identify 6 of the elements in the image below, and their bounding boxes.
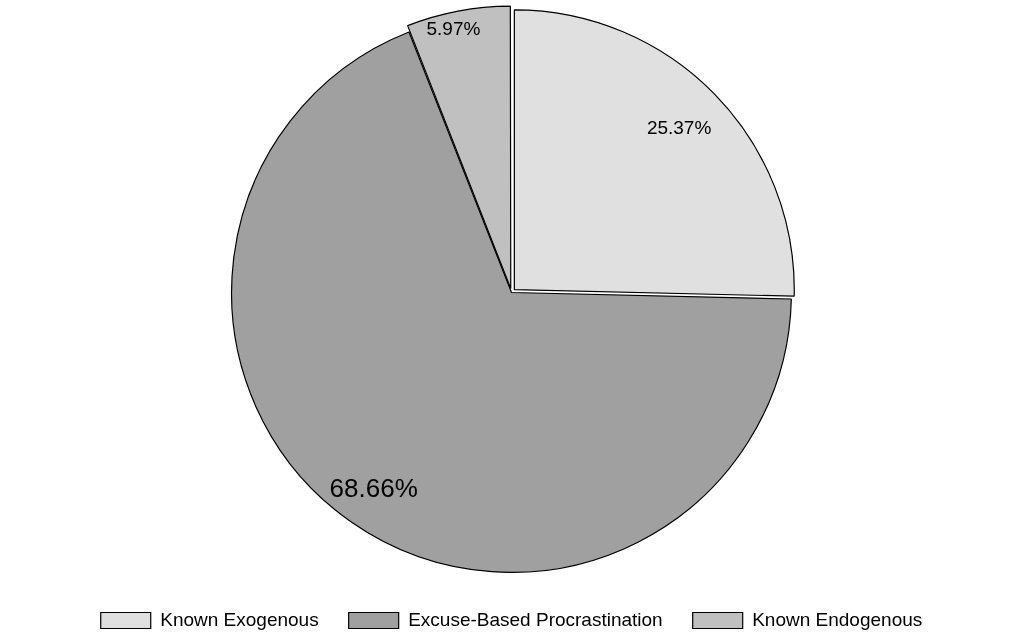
data-label: 68.66% xyxy=(329,473,418,504)
data-label: 25.37% xyxy=(646,116,712,138)
legend-label: Excuse-Based Procrastination xyxy=(408,608,663,630)
legend-label: Known Exogenous xyxy=(160,608,319,630)
legend-label: Known Endogenous xyxy=(752,608,923,630)
data-label: 5.97% xyxy=(426,17,481,39)
